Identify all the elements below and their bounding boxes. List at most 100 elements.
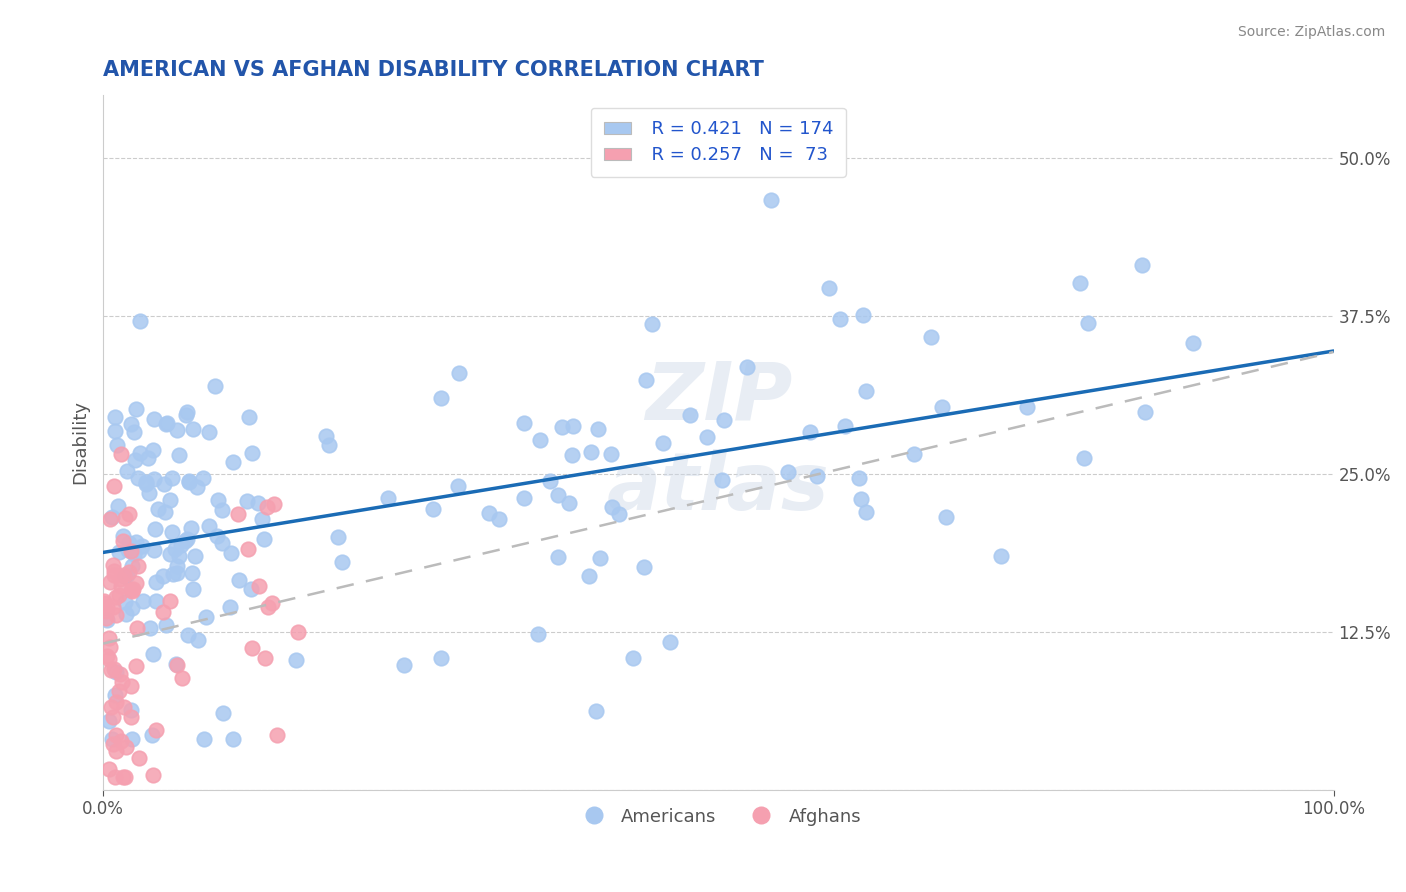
Point	[207, 493, 229, 508]
Point	[287, 624, 309, 639]
Point	[105, 728, 128, 742]
Point	[104, 744, 127, 758]
Point	[246, 495, 269, 509]
Point	[1015, 401, 1038, 415]
Point	[818, 281, 841, 295]
Point	[488, 512, 510, 526]
Point	[621, 650, 644, 665]
Point	[207, 529, 229, 543]
Point	[114, 595, 136, 609]
Point	[561, 448, 583, 462]
Point	[125, 621, 148, 635]
Point	[330, 555, 353, 569]
Point	[96, 614, 118, 628]
Point	[920, 330, 942, 344]
Point	[121, 558, 143, 573]
Point	[181, 582, 204, 596]
Point	[228, 574, 250, 588]
Point	[114, 568, 136, 582]
Point	[211, 536, 233, 550]
Point	[100, 700, 122, 714]
Point	[159, 492, 181, 507]
Point	[125, 659, 148, 673]
Point	[256, 500, 278, 514]
Point	[184, 549, 207, 563]
Point	[547, 550, 569, 565]
Point	[103, 568, 125, 582]
Point	[855, 505, 877, 519]
Point	[108, 572, 131, 586]
Point	[103, 410, 125, 425]
Point	[155, 417, 177, 432]
Point	[135, 475, 157, 490]
Point	[112, 770, 135, 784]
Point	[238, 541, 260, 556]
Point	[263, 497, 285, 511]
Point	[193, 732, 215, 747]
Point	[602, 500, 624, 514]
Point	[166, 566, 188, 580]
Point	[159, 594, 181, 608]
Point	[204, 379, 226, 393]
Point	[152, 605, 174, 619]
Point	[98, 640, 121, 654]
Point	[125, 402, 148, 417]
Point	[430, 392, 453, 406]
Point	[122, 425, 145, 439]
Point	[806, 468, 828, 483]
Point	[105, 665, 128, 679]
Point	[103, 662, 125, 676]
Point	[96, 600, 118, 615]
Point	[177, 474, 200, 488]
Point	[100, 663, 122, 677]
Point	[131, 539, 153, 553]
Point	[512, 491, 534, 506]
Point	[170, 537, 193, 551]
Point	[759, 193, 782, 207]
Point	[138, 485, 160, 500]
Point	[176, 533, 198, 547]
Point	[326, 530, 349, 544]
Point	[128, 750, 150, 764]
Point	[561, 418, 583, 433]
Point	[586, 422, 609, 436]
Point	[142, 442, 165, 457]
Point	[110, 579, 132, 593]
Point	[253, 532, 276, 546]
Point	[799, 425, 821, 439]
Point	[127, 558, 149, 573]
Point	[558, 496, 581, 510]
Point	[166, 559, 188, 574]
Point	[713, 413, 735, 427]
Point	[120, 582, 142, 597]
Point	[101, 732, 124, 747]
Point	[318, 437, 340, 451]
Point	[118, 507, 141, 521]
Point	[120, 417, 142, 431]
Point	[103, 564, 125, 578]
Point	[195, 610, 218, 624]
Point	[125, 576, 148, 591]
Point	[118, 565, 141, 579]
Point	[193, 471, 215, 485]
Point	[127, 471, 149, 485]
Point	[145, 723, 167, 737]
Point	[96, 648, 118, 663]
Point	[93, 596, 115, 610]
Point	[183, 422, 205, 436]
Point	[160, 471, 183, 485]
Point	[159, 547, 181, 561]
Legend: Americans, Afghans: Americans, Afghans	[568, 800, 869, 833]
Y-axis label: Disability: Disability	[72, 401, 89, 484]
Point	[254, 651, 277, 665]
Point	[156, 416, 179, 430]
Point	[935, 509, 957, 524]
Point	[110, 447, 132, 461]
Point	[153, 505, 176, 519]
Point	[152, 569, 174, 583]
Point	[529, 434, 551, 448]
Point	[931, 400, 953, 414]
Point	[197, 519, 219, 533]
Point	[96, 610, 118, 624]
Point	[527, 627, 550, 641]
